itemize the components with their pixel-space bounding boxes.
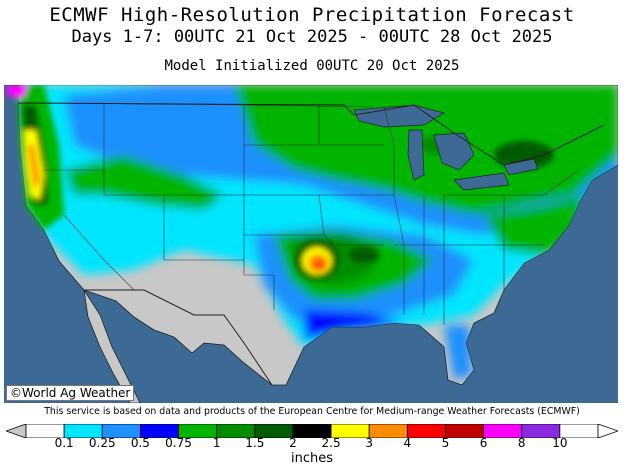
ecmwf-disclaimer: This service is based on data and produc… [44, 406, 580, 417]
forecast-period: Days 1-7: 00UTC 21 Oct 2025 - 00UTC 28 O… [71, 27, 553, 47]
state-borders [43, 102, 580, 325]
legend-tick-label: 1.5 [245, 436, 265, 450]
legend-arrow-high [597, 423, 620, 439]
legend-tick-label: 6 [479, 436, 488, 450]
legend-tick-label: 1 [212, 436, 221, 450]
baja-peninsula [83, 289, 141, 403]
legend-tick-label: 2.5 [321, 436, 341, 450]
pacific-nw-precip [6, 85, 64, 230]
legend-tick-label: 2 [289, 436, 297, 450]
legend-labels: 0.1 0.25 0.5 0.75 1 1.5 2 2.5 3 4 5 6 8 10 [0, 436, 624, 452]
color-legend [4, 423, 620, 439]
legend-tick-label: 0.1 [54, 436, 74, 450]
model-init-time: Model Initialized 00UTC 20 Oct 2025 [164, 58, 460, 74]
legend-tick-label: 4 [403, 436, 412, 450]
map-title: ECMWF High-Resolution Precipitation Fore… [49, 4, 575, 26]
credit-label: ©World Ag Weather [6, 385, 135, 401]
legend-tick-label: 0.5 [130, 436, 150, 450]
canada-border [17, 102, 605, 166]
legend-tick-label: 10 [552, 436, 568, 450]
legend-tick-label: 0.25 [88, 436, 116, 450]
legend-tick-label: 0.75 [165, 436, 192, 450]
legend-tick-label: 8 [517, 436, 526, 450]
precipitation-map: ©World Ag Weather [4, 85, 618, 403]
legend-tick-label: 3 [365, 436, 374, 450]
legend-unit: inches [290, 451, 333, 466]
mexico-border [84, 289, 273, 386]
legend-tick-label: 5 [441, 436, 450, 450]
